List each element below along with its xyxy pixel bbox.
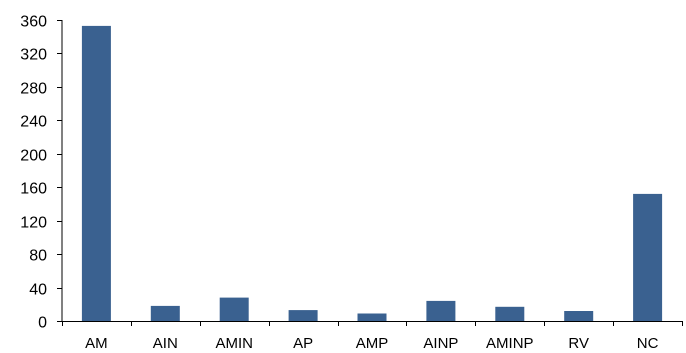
y-tick-label: 120	[20, 215, 47, 232]
bar-amp	[357, 313, 387, 321]
x-tick-label: AM	[85, 335, 108, 352]
bar-aminp	[495, 306, 525, 321]
x-tick-label: AIN	[153, 335, 178, 352]
y-tick-label: 200	[20, 148, 47, 165]
bars	[81, 25, 663, 322]
y-tick-label: 80	[29, 248, 47, 265]
y-tick-label: 360	[20, 14, 47, 31]
x-tick-label: RV	[568, 335, 589, 352]
x-tick-label: AMIN	[215, 335, 253, 352]
bar-ap	[288, 310, 318, 321]
x-axis: AM AIN AMIN AP AMP AINP AMINP RV NC	[62, 321, 683, 352]
x-tick-label: NC	[637, 335, 659, 352]
y-tick-label: 40	[29, 282, 47, 299]
bar-nc	[633, 193, 663, 321]
x-tick-label: AINP	[423, 335, 458, 352]
y-tick-label: 240	[20, 114, 47, 131]
x-tick-label: AMP	[356, 335, 389, 352]
bar-amin	[219, 297, 249, 321]
bar-am	[81, 25, 111, 322]
y-tick-label: 320	[20, 47, 47, 64]
y-tick-label: 0	[38, 315, 47, 332]
y-tick-label: 280	[20, 81, 47, 98]
y-tick-label: 160	[20, 181, 47, 198]
bar-rv	[564, 311, 594, 321]
bar-ain	[150, 305, 180, 321]
x-tick-label: AMINP	[486, 335, 534, 352]
bar-ainp	[426, 300, 456, 321]
y-axis: 0 40 80 120 160 200 240 280 320 360	[20, 14, 63, 332]
x-tick-label: AP	[293, 335, 313, 352]
